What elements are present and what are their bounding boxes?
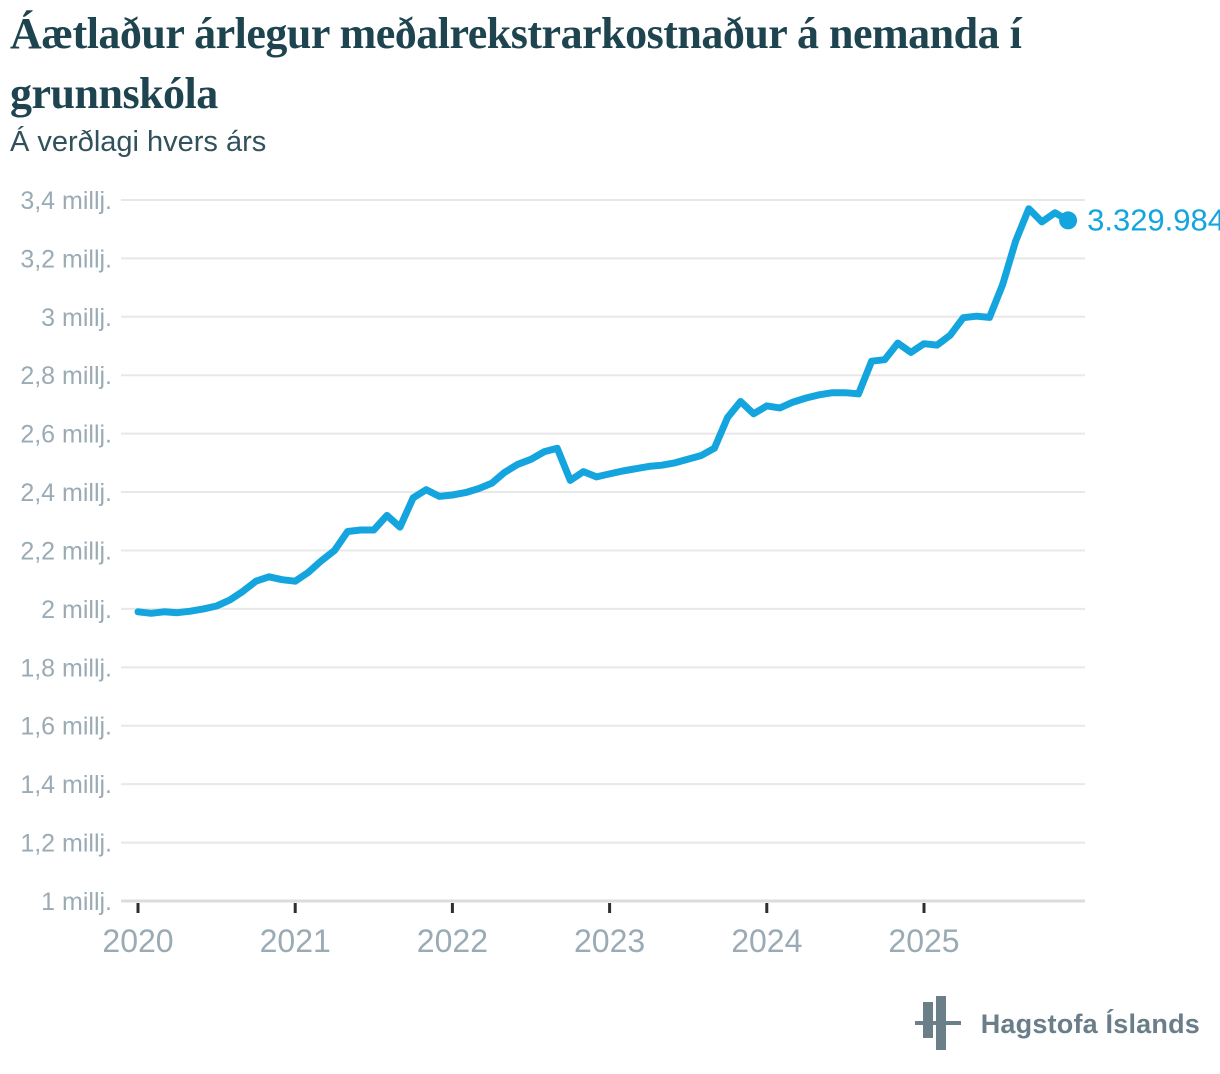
- chart-subtitle: Á verðlagi hvers árs: [10, 126, 267, 158]
- last-point-label: 3.329.984: [1087, 202, 1220, 237]
- y-axis-label: 3,4 millj.: [20, 187, 112, 215]
- x-axis-label: 2023: [574, 923, 645, 959]
- y-axis-label: 2,8 millj.: [20, 362, 112, 390]
- x-axis-label: 2025: [888, 923, 959, 959]
- x-axis-label: 2022: [417, 923, 488, 959]
- brand-footer: Hagstofa Íslands: [914, 992, 1200, 1056]
- y-axis-label: 2,2 millj.: [20, 537, 112, 565]
- brand-name: Hagstofa Íslands: [980, 1008, 1200, 1039]
- y-axis-label: 1,4 millj.: [20, 771, 112, 799]
- y-axis-label: 2 millj.: [41, 596, 112, 624]
- x-axis-label: 2024: [731, 923, 802, 959]
- y-axis-label: 1,6 millj.: [20, 713, 112, 741]
- logo-bar-cross: [914, 1021, 961, 1025]
- y-axis-label: 2,6 millj.: [20, 421, 112, 449]
- y-axis-label: 1 millj.: [41, 888, 112, 916]
- logo-bar-left: [922, 1002, 933, 1038]
- y-axis-label: 2,4 millj.: [20, 479, 112, 507]
- x-axis-label: 2020: [102, 923, 173, 959]
- y-axis-label: 3,2 millj.: [20, 245, 112, 273]
- y-axis-label: 1,8 millj.: [20, 654, 112, 682]
- last-point-marker: [1059, 211, 1078, 230]
- y-axis-label: 1,2 millj.: [20, 830, 112, 858]
- series-line: [134, 205, 1072, 617]
- y-axis-label: 3 millj.: [41, 304, 112, 332]
- hagstofa-logo-icon: [914, 995, 963, 1053]
- x-axis-label: 2021: [260, 923, 331, 959]
- chart-title: Áætlaður árlegur meðalrekstrarkostnaður …: [10, 9, 1022, 118]
